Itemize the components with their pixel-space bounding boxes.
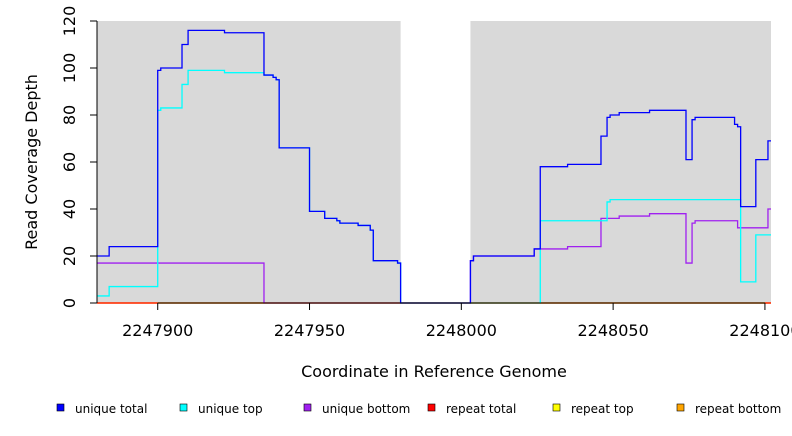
y-tick-label: 100 xyxy=(60,53,79,84)
legend-swatch-repeat-total xyxy=(427,403,436,412)
series-line-unique-total xyxy=(97,29,771,304)
legend: unique total unique top unique bottom repea… xyxy=(56,402,781,416)
x-tick-label: 2247900 xyxy=(122,321,193,340)
x-tick-label: 2248000 xyxy=(426,321,497,340)
y-tick-label: 60 xyxy=(60,152,79,172)
legend-label-unique-total: unique total xyxy=(75,402,147,416)
legend-label-unique-top: unique top xyxy=(198,402,263,416)
legend-label-repeat-bottom: repeat bottom xyxy=(695,402,781,416)
gap-region xyxy=(400,21,471,303)
legend-swatch-unique-bottom xyxy=(303,403,312,412)
x-axis-label: Coordinate in Reference Genome xyxy=(301,362,567,381)
x-tick-label: 2248050 xyxy=(577,321,648,340)
y-axis: 0 20 40 60 80 100 120 xyxy=(60,6,98,308)
y-tick-label: 20 xyxy=(60,246,79,266)
legend-swatch-repeat-top xyxy=(552,403,561,412)
x-tick-label: 2248100 xyxy=(729,321,792,340)
legend-label-unique-bottom: unique bottom xyxy=(322,402,410,416)
y-tick-label: 40 xyxy=(60,199,79,219)
legend-swatch-repeat-bottom xyxy=(676,403,685,412)
legend-swatch-unique-total xyxy=(56,403,65,412)
y-tick-label: 120 xyxy=(60,6,79,37)
y-axis-label: Read Coverage Depth xyxy=(22,74,41,250)
legend-label-repeat-total: repeat total xyxy=(446,402,516,416)
y-tick-label: 80 xyxy=(60,105,79,125)
y-tick-label: 0 xyxy=(60,298,79,308)
legend-swatch-unique-top xyxy=(179,403,188,412)
x-tick-label: 2247950 xyxy=(274,321,345,340)
legend-label-repeat-top: repeat top xyxy=(571,402,634,416)
x-axis: 2247900 2247950 2248000 2248050 2248100 xyxy=(122,302,792,340)
